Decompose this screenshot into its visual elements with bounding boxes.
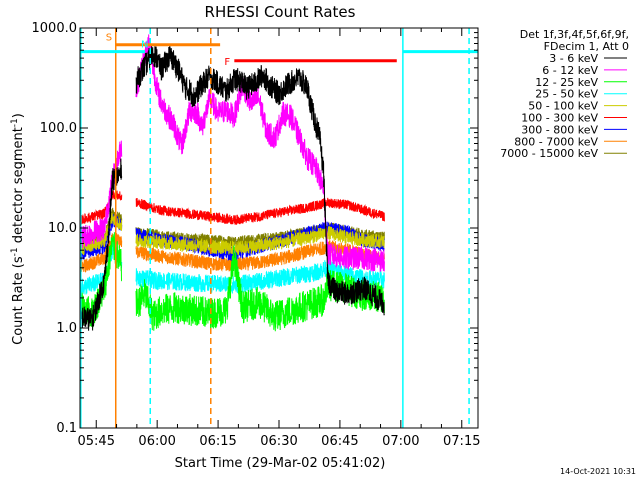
legend-header-line: Det 1f,3f,4f,5f,6f,9f, [520,28,629,41]
y-axis: 0.1 1.0 10.0 100.0 1000.0 [32,21,478,436]
y-tick-label: 100.0 [40,121,77,136]
segment-label-f: F [224,57,230,68]
series-line-50-100-kev-part-2 [135,226,385,255]
y-axis-label: Count Rate (s-1 detector segment-1) [10,113,26,345]
legend-label: 25 - 50 keV [535,88,598,101]
x-axis: 05:45 06:00 06:15 06:30 06:45 07:00 07:15 [78,28,480,449]
segment-label-n: N [141,40,148,51]
y-tick-label: 10.0 [48,221,77,236]
y-tick-label: 1000.0 [32,21,78,36]
legend-label: 12 - 25 keV [535,76,598,89]
y-tick-label: 1.0 [56,321,77,336]
x-axis-label: Start Time (29-Mar-02 05:41:02) [175,456,386,471]
segment-label-s: S [106,33,112,44]
x-tick-label: 07:15 [443,434,480,449]
x-tick-label: 06:30 [260,434,297,449]
y-tick-label: 0.1 [56,421,77,436]
x-tick-label: 06:00 [138,434,175,449]
legend-label: 7000 - 15000 keV [500,147,598,160]
series-line-3-6-kev-part-2 [135,45,385,316]
series-line-800-7000-kev-part-2 [135,240,385,272]
series-line-25-50-kev-part-2 [135,259,385,294]
legend-label: 300 - 800 keV [521,123,598,136]
x-tick-label: 06:45 [321,434,358,449]
legend-label: 6 - 12 keV [542,64,598,77]
legend-label: 50 - 100 keV [528,100,598,113]
series-line-6-12-kev-part-2 [135,34,385,272]
series-line-100-300-kev-part-1 [79,190,123,225]
chart-title: RHESSI Count Rates [205,3,356,21]
x-tick-label: 05:45 [78,434,115,449]
legend: Det 1f,3f,4f,5f,6f,9f,FDecim 1, Att 03 -… [500,28,629,160]
series-line-100-300-kev-part-2 [135,197,385,225]
legend-label: 3 - 6 keV [549,52,598,65]
legend-header-line: FDecim 1, Att 0 [544,40,629,53]
plot-area: S N F [79,27,479,429]
legend-label: 100 - 300 keV [521,112,598,125]
x-tick-label: 06:15 [199,434,236,449]
legend-label: 800 - 7000 keV [514,135,598,148]
footer-timestamp: 14-Oct-2021 10:31 [560,467,636,476]
x-tick-label: 07:00 [382,434,419,449]
series-line-3-6-kev-part-1 [79,158,123,331]
